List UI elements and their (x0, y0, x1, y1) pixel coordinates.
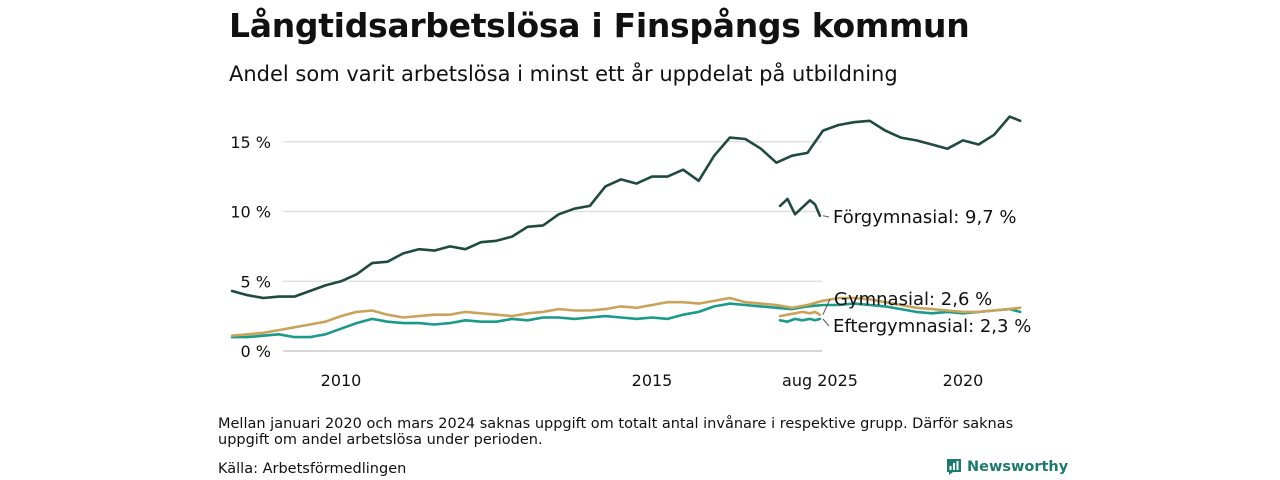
series-end-label: Gymnasial: 2,6 % (834, 289, 992, 310)
x-tick-label: aug 2025 (782, 371, 858, 390)
footnote: Mellan januari 2020 och mars 2024 saknas… (218, 416, 1014, 448)
series-line-eftergymnasial (778, 317, 822, 323)
series-end-label: Eftergymnasial: 2,3 % (833, 316, 1031, 337)
leader-line (822, 215, 830, 218)
chart-title: Långtidsarbetslösa i Finspångs kommun (229, 6, 970, 45)
source-text: Källa: Arbetsförmedlingen (218, 461, 407, 477)
y-tick-label: 15 % (230, 133, 271, 152)
bar-chart-icon (947, 459, 961, 475)
y-tick-label: 5 % (241, 272, 271, 291)
series-line-förgymnasial (778, 197, 822, 217)
x-tick-label: 2020 (943, 371, 984, 390)
series-line-gymnasial (778, 310, 822, 318)
x-tick-label: 2015 (632, 371, 673, 390)
brand-logo[interactable]: Newsworthy (946, 458, 1068, 476)
x-tick-label: 2010 (321, 371, 362, 390)
brand-name: Newsworthy (967, 459, 1069, 475)
y-tick-label: 10 % (230, 203, 271, 222)
series-line-förgymnasial (230, 115, 1022, 300)
y-tick-label: 0 % (241, 342, 271, 361)
series-line-eftergymnasial (230, 302, 1022, 339)
line-chart: 0 % 5 % 10 % 15 % 2010 2015 2020 aug 2025 Förgym… (230, 115, 1031, 390)
leader-line (822, 298, 831, 315)
series-end-label: Förgymnasial: 9,7 % (833, 207, 1017, 228)
chart-subtitle: Andel som varit arbetslösa i minst ett å… (229, 62, 898, 86)
leader-line (822, 318, 830, 327)
series-line-gymnasial (230, 296, 1022, 337)
